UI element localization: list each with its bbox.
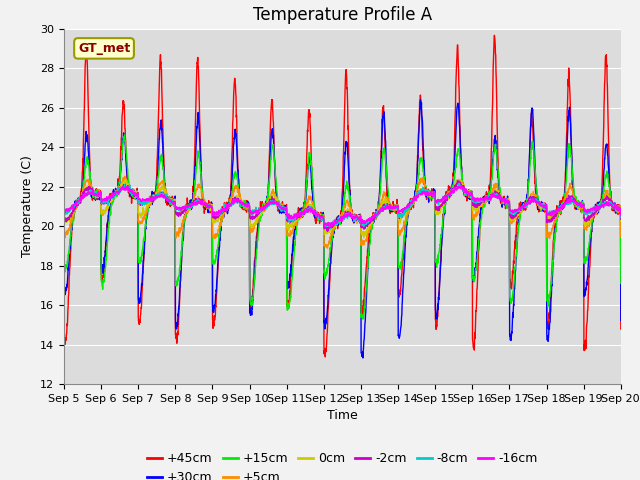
Y-axis label: Temperature (C): Temperature (C) <box>22 156 35 257</box>
Legend: +45cm, +30cm, +15cm, +5cm, 0cm, -2cm, -8cm, -16cm: +45cm, +30cm, +15cm, +5cm, 0cm, -2cm, -8… <box>142 447 543 480</box>
X-axis label: Time: Time <box>327 409 358 422</box>
Title: Temperature Profile A: Temperature Profile A <box>253 6 432 24</box>
Text: GT_met: GT_met <box>78 42 130 55</box>
